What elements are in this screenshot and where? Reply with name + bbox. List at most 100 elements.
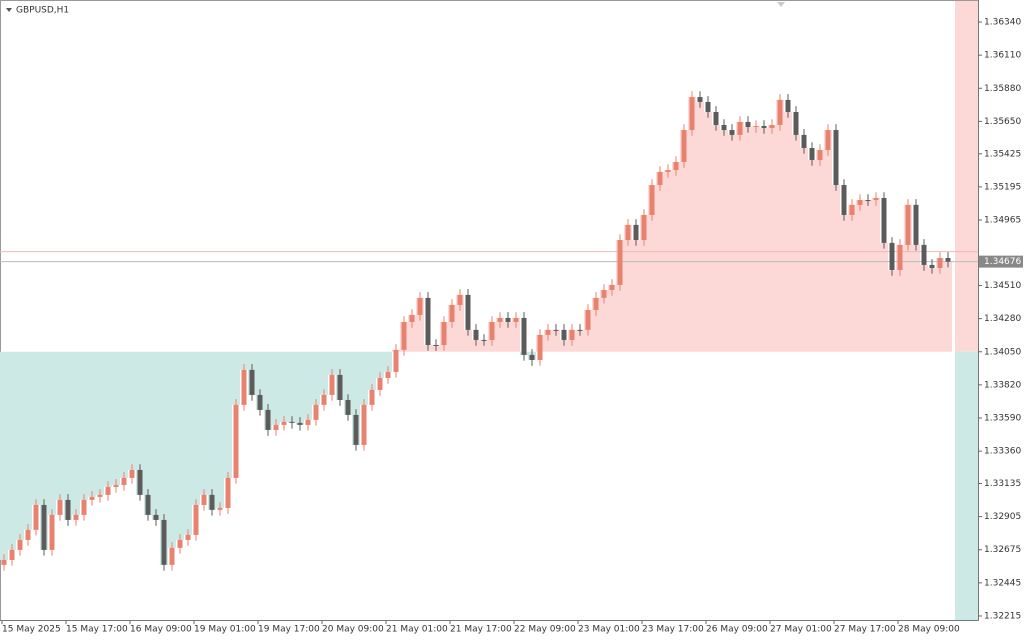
candle-body bbox=[393, 349, 399, 372]
candle-body bbox=[409, 314, 415, 322]
candle-body bbox=[625, 224, 631, 241]
shade-below bbox=[104, 351, 112, 487]
shade-below bbox=[184, 351, 192, 535]
shade-below bbox=[320, 351, 328, 395]
shade-above bbox=[576, 329, 584, 352]
candle-body bbox=[753, 125, 759, 127]
symbol-menu-arrow[interactable] bbox=[6, 8, 12, 12]
shade-above bbox=[888, 269, 896, 352]
candle-body bbox=[809, 148, 815, 160]
shade-below bbox=[312, 351, 320, 405]
candle-body bbox=[889, 242, 895, 270]
shade-below bbox=[144, 351, 152, 515]
candle-body bbox=[185, 534, 191, 540]
candle-body bbox=[649, 185, 655, 215]
shade-below bbox=[344, 351, 352, 415]
candle-body bbox=[489, 321, 495, 340]
candle-body bbox=[361, 404, 367, 445]
candle-body bbox=[201, 494, 207, 505]
candle-body bbox=[641, 214, 647, 241]
y-tick-label: 1.35425 bbox=[984, 149, 1021, 159]
candle-body bbox=[713, 112, 719, 125]
x-tick-label: 21 May 17:00 bbox=[450, 625, 512, 635]
shade-below bbox=[240, 351, 248, 370]
y-tick-label: 1.34050 bbox=[984, 347, 1021, 357]
candle-body bbox=[113, 484, 119, 487]
shade-above bbox=[720, 130, 728, 352]
shade-above bbox=[472, 339, 480, 352]
shade-above bbox=[904, 204, 912, 352]
candle-body bbox=[297, 422, 303, 425]
shade-above bbox=[872, 197, 880, 352]
candle-body bbox=[521, 317, 527, 355]
candle-body bbox=[905, 204, 911, 245]
y-tick-label: 1.32675 bbox=[984, 545, 1021, 555]
shade-above bbox=[664, 170, 672, 352]
shade-below bbox=[176, 351, 184, 540]
candle-body bbox=[689, 97, 695, 131]
candle-body bbox=[817, 150, 823, 160]
last-price-label: 1.34676 bbox=[984, 257, 1021, 267]
candle-body bbox=[337, 374, 343, 400]
x-tick-label: 26 May 09:00 bbox=[706, 625, 768, 635]
shade-below bbox=[24, 351, 32, 530]
candle-body bbox=[65, 499, 71, 520]
candle-body bbox=[41, 504, 47, 550]
shade-below bbox=[32, 351, 40, 505]
x-tick-label: 27 May 01:00 bbox=[770, 625, 832, 635]
x-tick-label: 15 May 17:00 bbox=[66, 625, 128, 635]
candle-body bbox=[553, 329, 559, 331]
candle-body bbox=[569, 329, 575, 340]
shade-below bbox=[224, 351, 232, 478]
y-tick-label: 1.34510 bbox=[984, 281, 1021, 291]
y-tick-label: 1.35650 bbox=[984, 117, 1021, 127]
candle-body bbox=[169, 547, 175, 565]
shade-below bbox=[304, 351, 312, 420]
shade-below bbox=[296, 351, 304, 425]
candle-body bbox=[785, 99, 791, 113]
x-tick-label: 28 May 09:00 bbox=[898, 625, 960, 635]
candle-body bbox=[97, 494, 103, 497]
candle-body bbox=[161, 519, 167, 565]
x-tick-label: 19 May 01:00 bbox=[194, 625, 256, 635]
candle-body bbox=[513, 317, 519, 322]
shade-above bbox=[416, 297, 424, 352]
candle-body bbox=[385, 371, 391, 378]
chart-shift-marker[interactable] bbox=[777, 2, 785, 7]
shade-below bbox=[64, 351, 72, 520]
y-tick-label: 1.35880 bbox=[984, 84, 1021, 94]
shade-above bbox=[920, 264, 928, 352]
shade-below bbox=[256, 351, 264, 410]
candle-body bbox=[105, 486, 111, 495]
shade-above bbox=[832, 185, 840, 352]
candle-body bbox=[729, 130, 735, 135]
candle-body bbox=[33, 504, 39, 530]
shade-above bbox=[840, 214, 848, 352]
candle-body bbox=[913, 204, 919, 245]
shade-above bbox=[760, 128, 768, 352]
candle-body bbox=[217, 507, 223, 510]
candle-body bbox=[417, 297, 423, 315]
shade-above bbox=[688, 97, 696, 352]
shade-below bbox=[88, 351, 96, 497]
candle-body bbox=[241, 369, 247, 405]
candle-body bbox=[585, 310, 591, 330]
y-tick-label: 1.34965 bbox=[984, 216, 1021, 226]
y-tick-label: 1.33360 bbox=[984, 447, 1021, 457]
candle-body bbox=[313, 404, 319, 420]
candle-body bbox=[833, 130, 839, 186]
candle-body bbox=[281, 421, 287, 425]
candle-body bbox=[793, 112, 799, 135]
shade-above bbox=[456, 294, 464, 352]
shade-below bbox=[120, 351, 128, 478]
candle-body bbox=[841, 185, 847, 215]
shade-above bbox=[672, 161, 680, 352]
shade-below bbox=[16, 351, 24, 540]
shade-below bbox=[152, 351, 160, 520]
y-tick-label: 1.32905 bbox=[984, 512, 1021, 522]
candle-body bbox=[529, 354, 535, 360]
candle-body bbox=[873, 197, 879, 200]
candle-body bbox=[377, 377, 383, 390]
candle-body bbox=[537, 334, 543, 360]
